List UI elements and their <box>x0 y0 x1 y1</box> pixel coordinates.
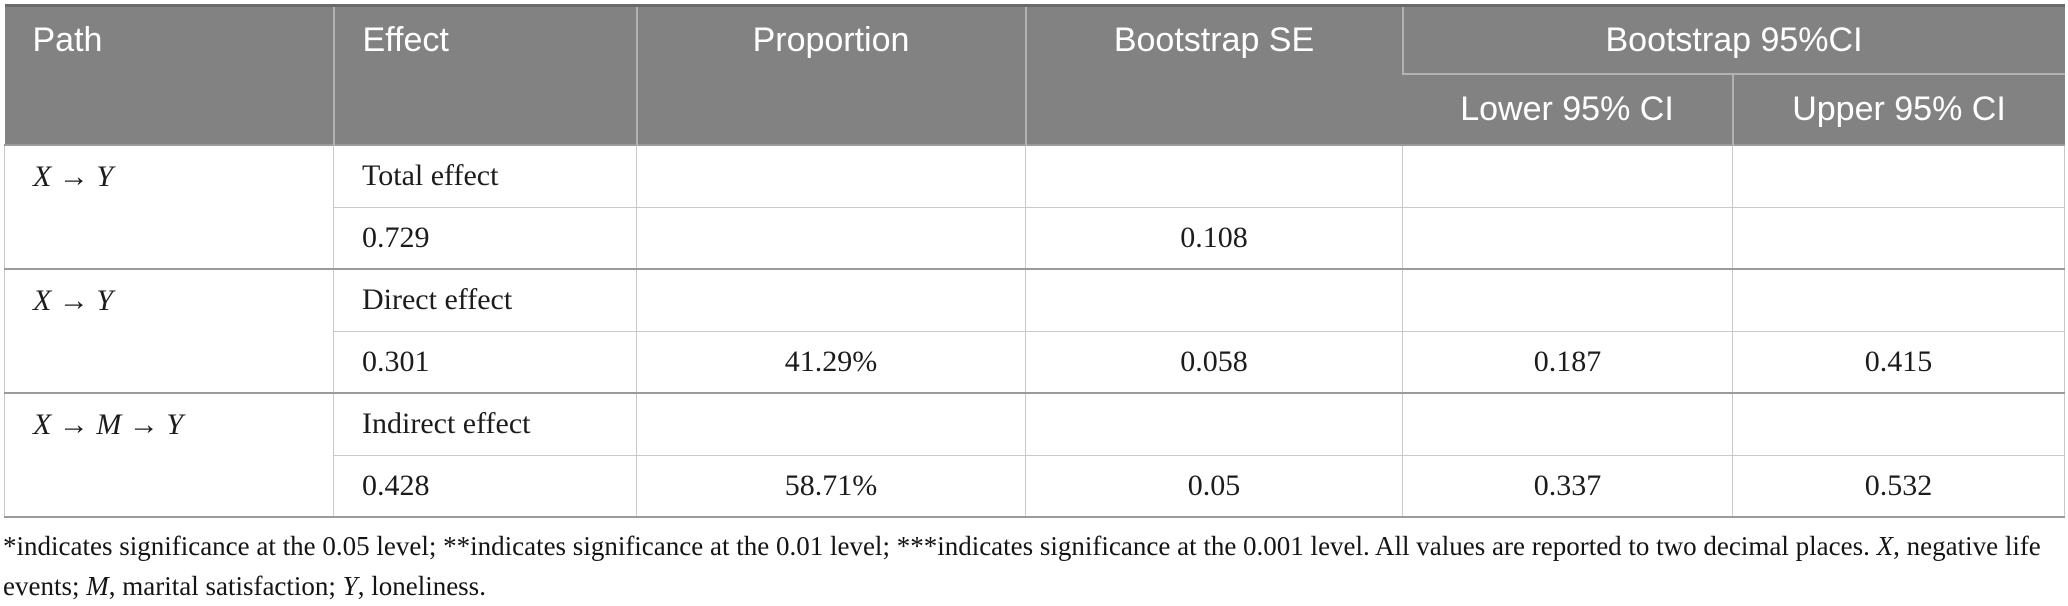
footnote-text: events; <box>3 571 87 601</box>
header-label-effect: Effect <box>362 20 449 59</box>
cell-path: X → Y <box>4 268 334 394</box>
table-row: 0.428 58.71% 0.05 0.337 0.532 <box>5 454 2065 518</box>
table-body: X → Y Total effect 0.729 0.108 X → Y <box>4 144 2065 518</box>
header-label-upper-ci: Upper 95% CI <box>1792 90 2006 128</box>
cell-lower-empty <box>1402 392 1733 456</box>
footnote-text: , marital satisfaction; <box>108 571 343 601</box>
cell-proportion-empty <box>636 268 1026 332</box>
header-cell-effect: Effect <box>332 4 637 145</box>
cell-se-empty <box>1025 268 1403 332</box>
header-label-proportion: Proportion <box>752 20 910 59</box>
header-cell-path: Path <box>4 4 334 145</box>
cell-proportion: 41.29% <box>636 330 1026 394</box>
header-label-path: Path <box>32 20 103 59</box>
cell-lower-empty <box>1402 144 1733 208</box>
header-label-bootstrap-ci: Bootstrap 95%CI <box>1605 20 1863 59</box>
cell-se-empty <box>1025 144 1403 208</box>
path-value: X → Y <box>33 284 114 317</box>
cell-upper-empty <box>1732 268 2065 332</box>
mediation-effects-table: Path Effect Proportion Bootstrap SE Boot… <box>4 4 2065 518</box>
cell-upper <box>1732 206 2065 270</box>
cell-path: X → M → Y <box>4 392 334 518</box>
footnote-var-x: X <box>1876 531 1894 561</box>
table-header: Path Effect Proportion Bootstrap SE Boot… <box>4 4 2065 145</box>
cell-proportion <box>636 206 1026 270</box>
cell-se: 0.108 <box>1025 206 1403 270</box>
header-cell-proportion: Proportion <box>635 4 1026 145</box>
table-footnote: *indicates significance at the 0.05 leve… <box>3 526 2064 606</box>
cell-effect-value: 0.301 <box>333 330 637 394</box>
header-cell-upper-ci: Upper 95% CI <box>1731 74 2065 145</box>
header-cell-lower-ci: Lower 95% CI <box>1402 74 1733 145</box>
cell-upper: 0.415 <box>1732 330 2065 394</box>
cell-se: 0.05 <box>1025 454 1403 518</box>
footnote-text: , negative life <box>1893 531 2041 561</box>
cell-lower: 0.337 <box>1402 454 1733 518</box>
cell-se-empty <box>1025 392 1403 456</box>
cell-lower: 0.187 <box>1402 330 1733 394</box>
footnote-var-m: M <box>86 571 109 601</box>
cell-effect-value: 0.428 <box>333 454 637 518</box>
cell-proportion: 58.71% <box>636 454 1026 518</box>
cell-upper-empty <box>1732 392 2065 456</box>
footnote-text: , loneliness. <box>357 571 486 601</box>
cell-effect-label: Total effect <box>333 144 637 208</box>
table-row: X → Y Direct effect <box>4 268 2065 394</box>
path-value: X → M → Y <box>33 408 183 441</box>
cell-path: X → Y <box>4 144 334 270</box>
table-row: X → M → Y Indirect effect <box>4 392 2065 518</box>
header-label-bootstrap-se: Bootstrap SE <box>1113 20 1315 59</box>
cell-effect-label: Indirect effect <box>333 392 637 456</box>
cell-proportion-empty <box>636 144 1026 208</box>
footnote-var-y: Y <box>342 571 358 601</box>
footnote-text: *indicates significance at the 0.05 leve… <box>3 531 1877 561</box>
header-cell-bootstrap-se: Bootstrap SE <box>1024 4 1403 145</box>
cell-upper-empty <box>1732 144 2065 208</box>
cell-proportion-empty <box>636 392 1026 456</box>
table-row: X → Y Total effect <box>4 144 2065 270</box>
cell-se: 0.058 <box>1025 330 1403 394</box>
cell-upper: 0.532 <box>1732 454 2065 518</box>
path-value: X → Y <box>33 160 114 193</box>
cell-effect-value: 0.729 <box>333 206 637 270</box>
header-label-lower-ci: Lower 95% CI <box>1460 90 1674 128</box>
cell-lower-empty <box>1402 268 1733 332</box>
cell-effect-label: Direct effect <box>333 268 637 332</box>
table-row: 0.301 41.29% 0.058 0.187 0.415 <box>5 330 2065 394</box>
cell-lower <box>1402 206 1733 270</box>
paper-table-page: Path Effect Proportion Bootstrap SE Boot… <box>0 4 2068 603</box>
header-cell-bootstrap-ci-group: Bootstrap 95%CI <box>1401 4 2065 75</box>
